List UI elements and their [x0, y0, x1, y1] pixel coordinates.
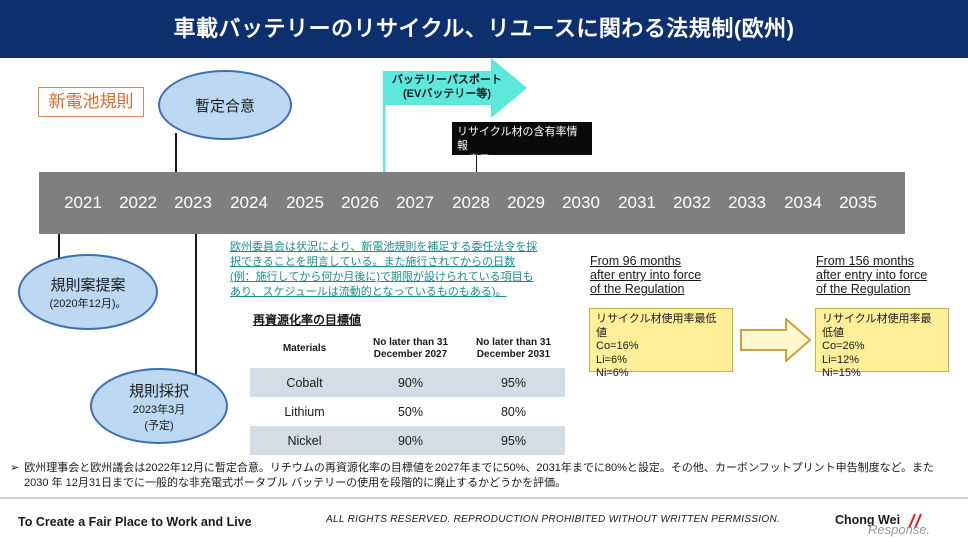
stage1-ni: Ni=6%: [596, 367, 629, 379]
stage1-co: Co=16%: [596, 340, 639, 352]
stage1-li: Li=6%: [596, 353, 627, 366]
stage1-minimum-box: リサイクル材使用率最低値 Co=16% Li=6% Ni=6%: [589, 308, 733, 379]
table-header: Materials: [282, 343, 327, 354]
table-header: No later than 31 December 2031: [475, 337, 552, 360]
stage-arrow: [740, 318, 812, 362]
footer-slogan: To Create a Fair Place to Work and Live: [18, 515, 252, 529]
stage2-caption-line3: of the Regulation: [816, 282, 911, 296]
year-label: 2030: [562, 193, 600, 212]
recovery-rate-table: Materials No later than 31 December 2027…: [250, 330, 565, 455]
right-arrow-icon: [740, 318, 812, 362]
footer-copyright: ALL RIGHTS RESERVED. REPRODUCTION PROHIB…: [326, 514, 781, 525]
passport-line1: バッテリーパスポート: [392, 74, 502, 86]
summary-text: ➢ 欧州理事会と欧州議会は2022年12月に暫定合意。リチウムの再資源化率の目標値…: [10, 461, 960, 491]
recycled-content-info-box: リサイクル材の含有率情報 の表示: [452, 122, 592, 166]
stage2-li: Li=12%: [822, 353, 860, 366]
adoption-date: 2023年3月: [132, 403, 186, 416]
stage1-box-title: リサイクル材使用率最低値: [596, 313, 717, 339]
stage1-caption-line2: after entry into force: [590, 268, 702, 282]
recycled-info-line1: リサイクル材の含有率情報: [457, 126, 578, 152]
recycled-info-line2: の表示: [457, 154, 490, 166]
year-label: 2029: [507, 193, 545, 212]
table-cell: 90%: [359, 368, 462, 397]
year-label: 2032: [673, 193, 711, 212]
table-row: Lithium 50% 80%: [250, 397, 565, 426]
battery-passport-arrow: [383, 58, 533, 176]
brand-mark-icon: [908, 513, 922, 529]
stage2-caption: From 156 months after entry into force o…: [816, 254, 927, 296]
stage1-caption-line3: of the Regulation: [590, 282, 685, 296]
bullet-icon: ➢: [10, 462, 20, 474]
recycled-info-connector: [476, 155, 477, 173]
proposal-title: 規則案提案: [50, 276, 126, 294]
table-cell: 80%: [500, 404, 527, 419]
provisional-connector: [175, 133, 177, 173]
table-row: Cobalt 90% 95%: [250, 368, 565, 397]
proposal-date: (2020年12月)。: [49, 297, 127, 310]
table-row: Nickel 90% 95%: [250, 426, 565, 455]
stage2-caption-line1: From 156 months: [816, 254, 914, 268]
year-label: 2028: [452, 193, 490, 212]
title-bar: [0, 0, 968, 58]
year-label: 2033: [728, 193, 766, 212]
adoption-connector: [195, 234, 197, 374]
passport-label: バッテリーパスポート (EVバッテリー等): [392, 73, 502, 101]
proposal-bubble: 規則案提案 (2020年12月)。: [18, 254, 158, 330]
watermark-logo: Response.: [868, 522, 931, 537]
table-cell: 95%: [462, 368, 565, 397]
stage2-caption-line2: after entry into force: [816, 268, 928, 282]
table-cell: Lithium: [284, 404, 325, 419]
summary-line1: ➢ 欧州理事会と欧州議会は2022年12月に暫定合意。リチウムの再資源化率の目標値…: [10, 461, 960, 476]
commission-note: 欧州委員会は状況により、新電池規則を補足する委任法令を採択できることを明言してい…: [230, 241, 538, 298]
regulation-tag: 新電池規則: [38, 87, 144, 117]
year-label: 2026: [341, 193, 379, 212]
table-cell: Nickel: [250, 426, 359, 455]
table-cell: 50%: [397, 404, 424, 419]
passport-line2: (EVバッテリー等): [403, 88, 491, 100]
stage1-caption-line1: From 96 months: [590, 254, 682, 268]
adoption-note: (予定): [144, 419, 174, 432]
stage2-minimum-box: リサイクル材使用率最低値 Co=26% Li=12% Ni=15%: [815, 308, 949, 379]
year-label: 2027: [396, 193, 434, 212]
year-label: 2031: [618, 193, 656, 212]
table-cell: Cobalt: [250, 368, 359, 397]
year-label: 2023: [174, 193, 212, 212]
provisional-agreement-label: 暫定合意: [194, 97, 255, 115]
year-label: 2025: [286, 193, 324, 212]
provisional-agreement-bubble: 暫定合意: [158, 70, 292, 140]
stage2-box-title: リサイクル材使用率最低値: [822, 313, 932, 339]
passport-arrow-shape: [383, 58, 527, 176]
adoption-title: 規則採択: [128, 382, 189, 400]
summary-line2: 2030 年 12月31日までに一般的な非充電式ポータブル バッテリーの使用を段…: [24, 477, 567, 489]
stage1-caption: From 96 months after entry into force of…: [590, 254, 701, 296]
table-cell: 95%: [462, 426, 565, 455]
year-label: 2035: [839, 193, 877, 212]
year-label: 2022: [119, 193, 157, 212]
summary-line1-text: 欧州理事会と欧州議会は2022年12月に暫定合意。リチウムの再資源化率の目標値を…: [24, 462, 935, 474]
year-label: 2034: [784, 193, 822, 212]
stage2-co: Co=26%: [822, 340, 865, 352]
recovery-table-title: 再資源化率の目標値: [253, 313, 362, 327]
proposal-connector: [58, 234, 60, 264]
footer-divider: [0, 497, 968, 499]
table-header-row: Materials No later than 31 December 2027…: [250, 330, 565, 368]
table-cell: 90%: [359, 426, 462, 455]
table-header: No later than 31 December 2027: [372, 337, 449, 360]
page-title: 車載バッテリーのリサイクル、リユースに関わる法規制(欧州): [173, 16, 795, 41]
brand-slash-icon: [905, 512, 925, 530]
adoption-bubble: 規則採択 2023年3月 (予定): [90, 368, 228, 444]
year-label: 2021: [64, 193, 102, 212]
timeline-bar: [39, 172, 905, 234]
stage2-ni: Ni=15%: [822, 367, 861, 379]
footer-author: Chong Wei: [835, 513, 901, 527]
year-label: 2024: [230, 193, 268, 212]
